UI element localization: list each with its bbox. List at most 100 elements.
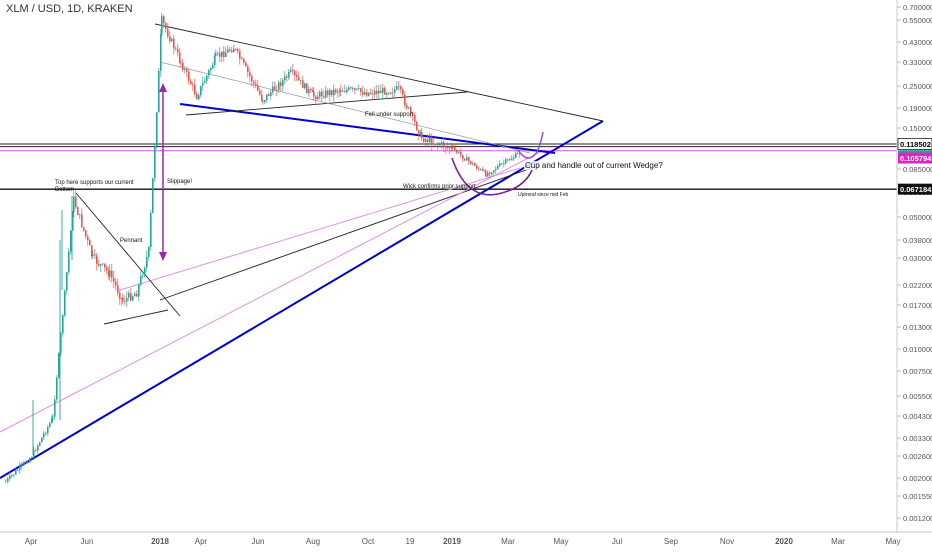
candle-body xyxy=(478,168,480,170)
y-tick-label: 0.001200 xyxy=(903,514,932,523)
y-tick-label: 0.013000 xyxy=(903,323,932,332)
candle-body xyxy=(402,89,404,95)
candle-body xyxy=(435,143,437,145)
candle-body xyxy=(264,100,266,102)
blue-uptrend-line xyxy=(0,120,604,479)
y-tick-label: 0.550000 xyxy=(903,16,932,25)
candle-body xyxy=(418,130,420,136)
candle-body xyxy=(167,28,169,37)
x-tick-label: Mar xyxy=(831,537,845,546)
y-tick-label: 0.002600 xyxy=(903,452,932,461)
candle-body xyxy=(296,75,298,78)
candle-body xyxy=(180,62,182,63)
y-tick-label: 0.050000 xyxy=(903,213,932,222)
candle-body xyxy=(35,450,37,452)
candle-body xyxy=(431,137,433,145)
candle-body xyxy=(66,272,68,291)
candle-body xyxy=(154,146,156,179)
candle-body xyxy=(384,87,386,95)
candle-body xyxy=(128,293,130,298)
candle-body xyxy=(272,86,274,93)
candle-body xyxy=(188,71,190,82)
candle-body xyxy=(196,93,198,100)
pink-line-2 xyxy=(119,167,521,291)
candle-body xyxy=(386,92,388,95)
candle-body xyxy=(398,86,400,88)
candle-body xyxy=(484,170,486,172)
candle-body xyxy=(179,52,181,63)
x-tick-label: May xyxy=(553,537,568,546)
candle-body xyxy=(72,212,74,231)
candle-body xyxy=(261,94,263,101)
candle-body xyxy=(382,87,384,93)
candle-body xyxy=(31,457,33,459)
candle-body xyxy=(206,75,208,81)
x-tick-label: Jun xyxy=(252,537,265,546)
candle-body xyxy=(204,80,206,83)
candle-body xyxy=(45,432,47,434)
candle-body xyxy=(308,89,310,94)
candle-body xyxy=(268,94,270,97)
arrow-head-up xyxy=(159,83,167,92)
pennant-top-line xyxy=(75,192,181,317)
candle-body xyxy=(214,55,216,65)
candle-body xyxy=(333,89,335,96)
x-tick-label: Sep xyxy=(664,537,679,546)
candle-body xyxy=(266,94,268,101)
candle-body xyxy=(294,71,296,76)
candle-body xyxy=(480,169,482,170)
candle-body xyxy=(356,88,358,90)
candle-body xyxy=(102,263,104,265)
candle-body xyxy=(194,84,196,94)
candle-body xyxy=(509,159,511,161)
candle-body xyxy=(292,69,294,72)
candle-body xyxy=(505,159,507,164)
candle-body xyxy=(124,301,126,302)
candle-body xyxy=(439,144,441,145)
candle-body xyxy=(51,418,53,424)
x-tick-label: Jul xyxy=(612,537,622,546)
candle-body xyxy=(144,267,146,276)
candle-body xyxy=(495,168,497,171)
long-uptrend-line xyxy=(159,164,541,301)
candle-body xyxy=(173,38,175,49)
candle-body xyxy=(340,90,342,92)
candle-body xyxy=(163,16,165,24)
candle-body xyxy=(150,212,152,248)
candle-body xyxy=(354,88,356,90)
candle-body xyxy=(464,158,466,161)
y-tick-label: 0.330000 xyxy=(903,58,932,67)
candle-body xyxy=(390,92,392,94)
candle-body xyxy=(452,146,454,148)
price-label-bg xyxy=(897,138,932,150)
candle-body xyxy=(161,16,163,35)
candle-body xyxy=(278,82,280,91)
price-label-bg xyxy=(898,152,932,164)
candle-body xyxy=(288,71,290,78)
candle-body xyxy=(344,91,346,93)
x-tick-label: 19 xyxy=(406,537,415,546)
candle-body xyxy=(100,264,102,266)
x-tick-label: Nov xyxy=(720,537,734,546)
x-tick-label: Mar xyxy=(501,537,515,546)
candle-body xyxy=(487,172,489,177)
candle-body xyxy=(96,255,98,264)
candle-body xyxy=(499,163,501,167)
candle-body xyxy=(231,50,233,53)
candle-body xyxy=(449,147,451,149)
candle-body xyxy=(184,69,186,71)
candle-body xyxy=(140,276,142,285)
candle-body xyxy=(360,88,362,92)
candle-body xyxy=(352,88,354,89)
candle-body xyxy=(306,83,308,94)
candle-body xyxy=(378,90,380,94)
candle-body xyxy=(221,51,223,57)
candle-body xyxy=(37,445,39,451)
candle-body xyxy=(388,92,390,94)
candle-body xyxy=(370,92,372,94)
cup-curve xyxy=(451,157,533,196)
candle-body xyxy=(15,470,17,475)
chart-title: XLM / USD, 1D, KRAKEN xyxy=(6,3,133,15)
candle-body xyxy=(39,442,41,446)
candle-body xyxy=(304,83,306,89)
